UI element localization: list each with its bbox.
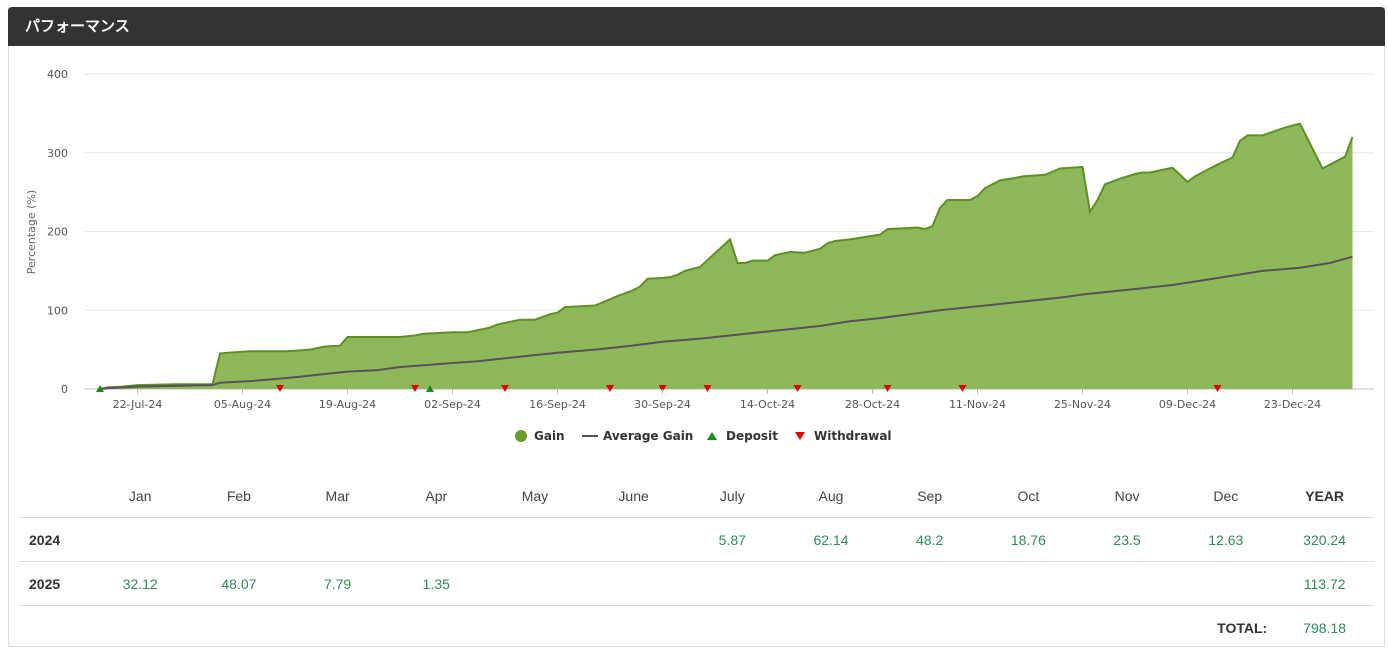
year-total-cell: 320.24 [1275, 518, 1374, 562]
month-value-cell [782, 562, 881, 606]
month-value-cell [486, 562, 585, 606]
y-tick-label: 100 [47, 304, 68, 317]
y-tick-label: 400 [47, 68, 68, 81]
x-tick-label: 28-Oct-24 [845, 398, 900, 411]
total-label: TOTAL: [1176, 606, 1275, 649]
column-header-apr: Apr [387, 474, 486, 518]
month-value-cell: 1.35 [387, 562, 486, 606]
y-axis: 0 100 200 300 400 [47, 68, 68, 396]
legend-label: Withdrawal [814, 429, 892, 443]
month-value-cell [387, 518, 486, 562]
column-header-july: July [683, 474, 782, 518]
month-value-cell: 7.79 [288, 562, 387, 606]
performance-chart: 0 100 200 300 400 Percentage (%) 22-Jul-24 05… [0, 0, 1388, 460]
x-tick-label: 23-Dec-24 [1264, 398, 1321, 411]
month-value-cell [683, 562, 782, 606]
x-tick-label: 16-Sep-24 [529, 398, 586, 411]
month-value-cell [190, 518, 289, 562]
month-value-cell [584, 518, 683, 562]
total-value: 798.18 [1275, 606, 1374, 649]
row-year-label: 2025 [19, 562, 91, 606]
month-value-cell [486, 518, 585, 562]
month-value-cell [979, 562, 1078, 606]
legend-label: Average Gain [603, 429, 693, 443]
month-value-cell [584, 562, 683, 606]
header-blank [19, 474, 91, 518]
legend-gain-icon [515, 430, 527, 442]
column-header-may: May [486, 474, 585, 518]
column-header-oct: Oct [979, 474, 1078, 518]
month-value-cell: 5.87 [683, 518, 782, 562]
column-header-year: YEAR [1275, 474, 1374, 518]
month-value-cell: 23.5 [1078, 518, 1177, 562]
month-value-cell: 62.14 [782, 518, 881, 562]
gain-area [100, 124, 1353, 389]
chart-legend[interactable]: Gain Average Gain Deposit Withdrawal [515, 429, 892, 443]
x-tick-label: 30-Sep-24 [634, 398, 691, 411]
x-axis: 22-Jul-24 05-Aug-24 19-Aug-24 02-Sep-24 16-S… [113, 389, 1322, 411]
y-axis-label: Percentage (%) [25, 190, 38, 274]
year-total-cell: 113.72 [1275, 562, 1374, 606]
x-tick-label: 25-Nov-24 [1054, 398, 1111, 411]
column-header-mar: Mar [288, 474, 387, 518]
x-tick-label: 22-Jul-24 [113, 398, 163, 411]
x-tick-label: 09-Dec-24 [1159, 398, 1216, 411]
month-value-cell: 18.76 [979, 518, 1078, 562]
month-value-cell [880, 562, 979, 606]
month-value-cell [91, 518, 190, 562]
month-value-cell: 32.12 [91, 562, 190, 606]
legend-deposit-icon [707, 432, 717, 440]
x-tick-label: 02-Sep-24 [424, 398, 481, 411]
legend-item-average-gain[interactable]: Average Gain [582, 429, 693, 443]
month-value-cell: 48.07 [190, 562, 289, 606]
column-header-feb: Feb [190, 474, 289, 518]
chart-series [100, 124, 1353, 389]
x-tick-label: 19-Aug-24 [319, 398, 376, 411]
month-value-cell [288, 518, 387, 562]
column-header-jan: Jan [91, 474, 190, 518]
legend-label: Deposit [726, 429, 778, 443]
column-header-nov: Nov [1078, 474, 1177, 518]
column-header-sep: Sep [880, 474, 979, 518]
legend-label: Gain [534, 429, 565, 443]
row-year-label: 2024 [19, 518, 91, 562]
column-header-dec: Dec [1176, 474, 1275, 518]
x-tick-label: 14-Oct-24 [740, 398, 795, 411]
legend-item-gain[interactable]: Gain [515, 429, 565, 443]
total-row: TOTAL:798.18 [19, 606, 1374, 649]
month-value-cell [1078, 562, 1177, 606]
x-tick-label: 05-Aug-24 [214, 398, 271, 411]
month-value-cell: 12.63 [1176, 518, 1275, 562]
x-tick-label: 11-Nov-24 [949, 398, 1006, 411]
y-tick-label: 300 [47, 147, 68, 160]
legend-item-deposit[interactable]: Deposit [707, 429, 778, 443]
month-value-cell [1176, 562, 1275, 606]
y-tick-label: 0 [61, 383, 68, 396]
total-spacer [19, 606, 1176, 649]
month-value-cell: 48.2 [880, 518, 979, 562]
legend-withdrawal-icon [795, 432, 805, 440]
column-header-aug: Aug [782, 474, 881, 518]
column-header-june: June [584, 474, 683, 518]
legend-item-withdrawal[interactable]: Withdrawal [795, 429, 892, 443]
y-tick-label: 200 [47, 226, 68, 239]
